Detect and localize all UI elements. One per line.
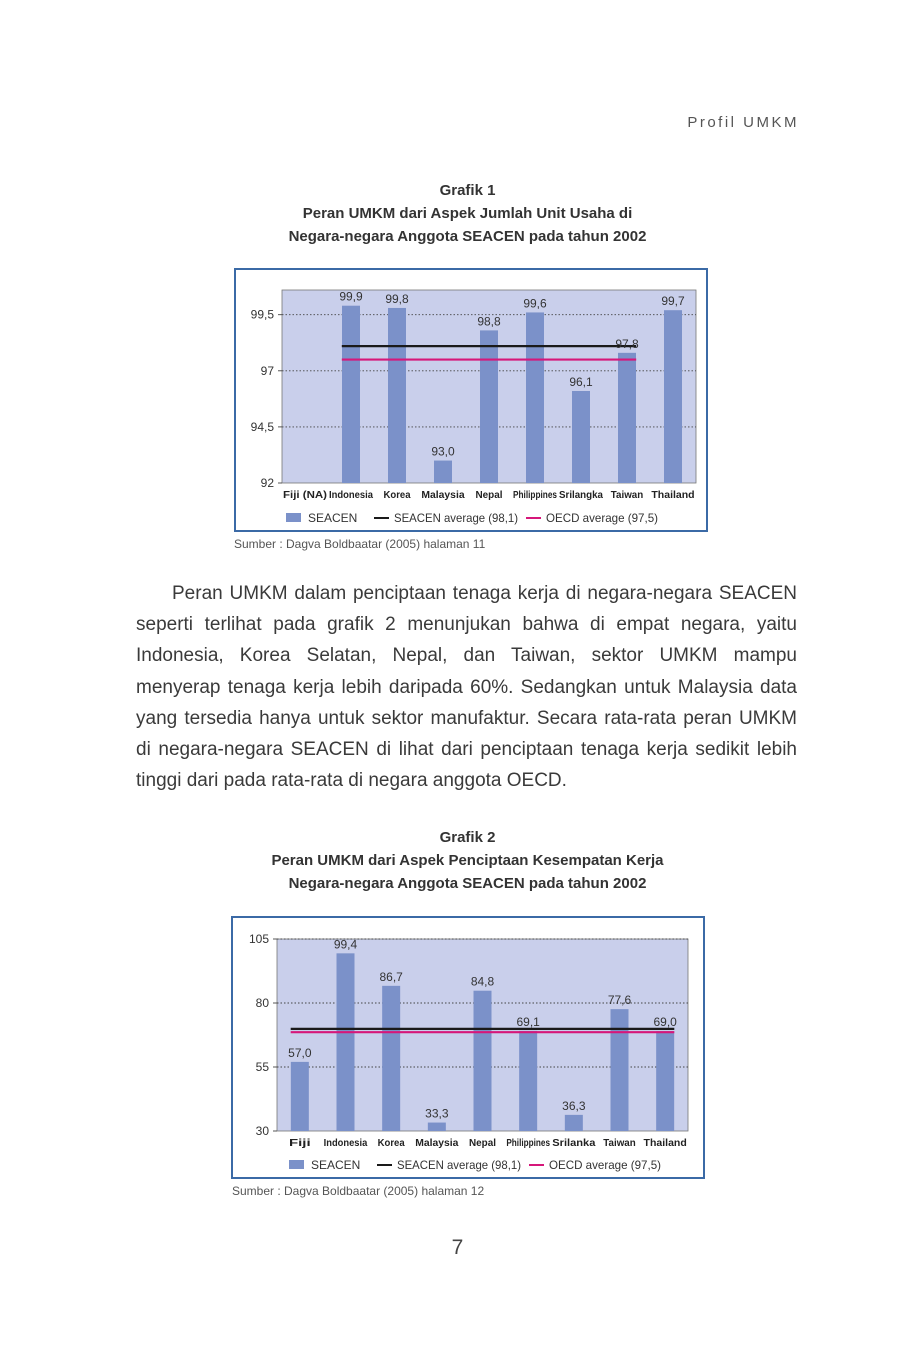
figure2-bar xyxy=(427,1122,446,1131)
figure1-title-line2: Negara-negara Anggota SEACEN pada tahun … xyxy=(288,228,647,245)
figure1-chart-frame: 92 94,5 97 99,5 99,9 99,8 93,0 98,8 99,6 96,1 97,8… xyxy=(234,268,708,532)
figure1-category-label: Taiwan xyxy=(611,490,643,501)
figure2-bar xyxy=(473,990,492,1131)
figure2-y-tick-label: 55 xyxy=(256,1060,270,1074)
figure2-bar xyxy=(290,1061,309,1131)
figure2-value-label: 57,0 xyxy=(288,1046,312,1060)
figure2-bar xyxy=(519,1030,538,1131)
figure1-category-label: Philippines xyxy=(513,490,557,501)
figure2-category-label: Philippines xyxy=(506,1138,550,1149)
figure2-category-label: Srilanka xyxy=(552,1138,596,1149)
figure1-chart: 92 94,5 97 99,5 99,9 99,8 93,0 98,8 99,6 96,1 97,8… xyxy=(251,289,697,525)
figure1-category-label: Nepal xyxy=(476,490,503,501)
figure2-value-label: 69,0 xyxy=(653,1015,677,1029)
body-paragraph: Peran UMKM dalam penciptaan tenaga kerja… xyxy=(136,583,797,792)
figure1-value-label: 93,0 xyxy=(431,445,455,459)
figure2-label: Grafik 2 xyxy=(439,829,496,846)
figure2-value-label: 86,7 xyxy=(379,970,403,984)
page-number: 7 xyxy=(451,1236,464,1259)
figure2-value-label: 69,1 xyxy=(516,1015,540,1029)
figure2-category-label: Korea xyxy=(378,1138,405,1149)
figure1-category-label: Indonesia xyxy=(329,490,373,501)
figure1-y-tick-label: 92 xyxy=(261,476,275,490)
figure2-category-label: Taiwan xyxy=(603,1138,635,1149)
figure1-category-label: Korea xyxy=(384,490,411,501)
figure1-title: Grafik 1 Peran UMKM dari Aspek Jumlah Un… xyxy=(0,179,915,248)
figure2-y-tick-label: 105 xyxy=(249,932,269,946)
figure1-value-label: 97,8 xyxy=(615,337,639,351)
figure2-category-label: Thailand xyxy=(644,1138,687,1149)
figure2-bar xyxy=(656,1031,675,1131)
figure2-value-label: 84,8 xyxy=(471,975,495,989)
figure1-bar xyxy=(664,310,682,483)
figure1-bar xyxy=(480,330,498,483)
figure1-y-tick-label: 94,5 xyxy=(251,420,275,434)
figure2-chart: 30 55 80 105 57,0 99,4 86,7 33,3 84,8 69,1 36,3 77,… xyxy=(249,932,689,1172)
figure2-category-label: Fiji xyxy=(289,1138,311,1149)
figure1-bar xyxy=(388,307,406,483)
figure2-legend-label-seacen-average: SEACEN average (98,1) xyxy=(397,1158,521,1172)
figure2-bar xyxy=(336,953,355,1131)
figure2-y-tick-label: 30 xyxy=(256,1124,270,1138)
figure1-bar xyxy=(342,305,360,483)
figure1-legend-label-oecd-average: OECD average (97,5) xyxy=(546,511,658,525)
figure2-legend-swatch-seacen xyxy=(289,1160,304,1169)
figure1-category-label: Malaysia xyxy=(421,490,465,501)
figure1-value-label: 99,9 xyxy=(339,290,363,304)
running-head: Profil UMKM xyxy=(687,114,799,131)
figure1-y-tick-label: 99,5 xyxy=(251,308,275,322)
figure1-source: Sumber : Dagva Boldbaatar (2005) halaman… xyxy=(234,537,486,551)
figure1-legend-swatch-seacen xyxy=(286,513,301,522)
figure1-value-label: 99,8 xyxy=(385,292,409,306)
figure2-value-label: 36,3 xyxy=(562,1099,586,1113)
figure2-legend-label-seacen: SEACEN xyxy=(311,1158,360,1172)
figure1-bar xyxy=(618,352,636,483)
figure1-bar xyxy=(434,460,452,483)
figure1-value-label: 96,1 xyxy=(569,375,593,389)
figure1-value-label: 99,7 xyxy=(661,294,685,308)
figure2-category-label: Nepal xyxy=(469,1138,496,1149)
figure1-category-label: Fiji (NA) xyxy=(283,490,327,501)
figure2-bar xyxy=(382,985,401,1131)
figure2-bar xyxy=(610,1009,629,1131)
figure2-chart-frame: 30 55 80 105 57,0 99,4 86,7 33,3 84,8 69,1 36,3 77,… xyxy=(231,916,705,1179)
figure1-value-label: 98,8 xyxy=(477,314,501,328)
figure1-category-label: Thailand xyxy=(651,490,694,501)
figure1-bar xyxy=(526,312,544,483)
figure2-value-label: 33,3 xyxy=(425,1107,449,1121)
figure2-title: Grafik 2 Peran UMKM dari Aspek Penciptaa… xyxy=(0,826,915,895)
figure2-title-line1: Peran UMKM dari Aspek Penciptaan Kesempa… xyxy=(271,852,664,869)
figure2-source: Sumber : Dagva Boldbaatar (2005) halaman… xyxy=(232,1184,485,1198)
figure1-title-line1: Peran UMKM dari Aspek Jumlah Unit Usaha … xyxy=(302,205,633,222)
figure1-bar xyxy=(572,390,590,483)
figure2-category-label: Indonesia xyxy=(324,1138,368,1149)
figure2-value-label: 77,6 xyxy=(608,993,632,1007)
figure1-value-label: 99,6 xyxy=(523,296,547,310)
figure2-bar xyxy=(564,1114,583,1131)
figure1-label: Grafik 1 xyxy=(439,182,496,199)
figure2-category-label: Malaysia xyxy=(415,1138,459,1149)
figure1-category-label: Srilangka xyxy=(559,490,603,501)
figure2-legend-label-oecd-average: OECD average (97,5) xyxy=(549,1158,661,1172)
figure2-title-line2: Negara-negara Anggota SEACEN pada tahun … xyxy=(288,875,647,892)
figure1-legend-label-seacen: SEACEN xyxy=(308,511,357,525)
figure1-y-tick-label: 97 xyxy=(261,364,275,378)
figure1-legend-label-seacen-average: SEACEN average (98,1) xyxy=(394,511,518,525)
figure2-value-label: 99,4 xyxy=(334,937,358,951)
figure2-y-tick-label: 80 xyxy=(256,996,270,1010)
